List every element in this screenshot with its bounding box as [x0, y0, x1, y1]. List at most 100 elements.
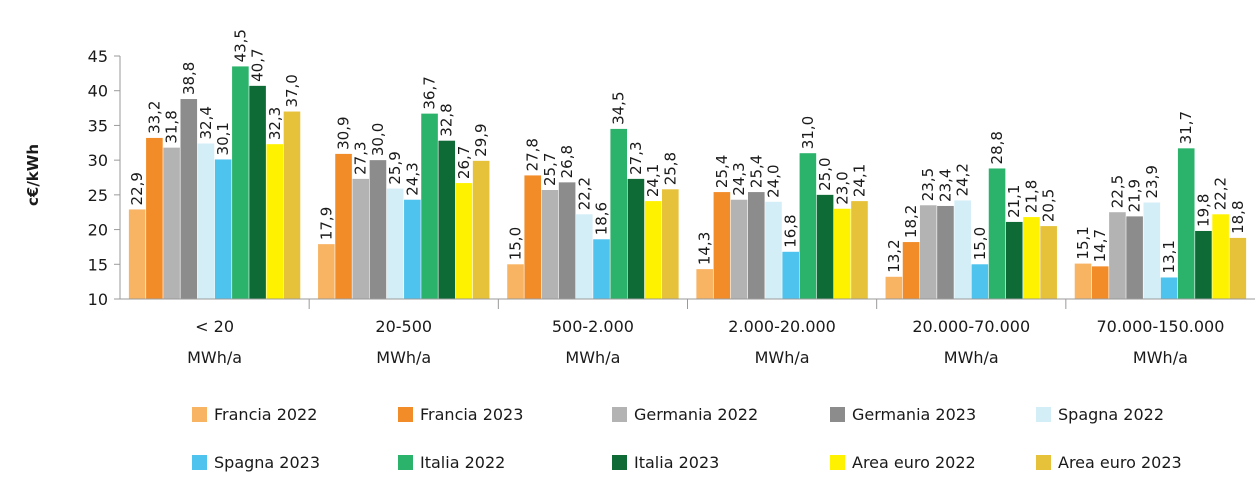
bar	[782, 251, 799, 299]
bar	[610, 128, 628, 299]
bar	[1212, 214, 1229, 299]
bar	[799, 153, 817, 299]
bar	[146, 137, 163, 299]
legend-swatch	[830, 407, 845, 422]
data-label: 24,2	[954, 163, 972, 196]
chart-bars	[128, 66, 1247, 300]
bar	[662, 189, 679, 299]
data-label: 26,7	[455, 146, 473, 179]
legend-swatch	[398, 407, 413, 422]
data-label: 32,8	[438, 103, 456, 136]
data-label: 25,4	[713, 155, 731, 188]
data-label: 13,2	[885, 239, 903, 272]
data-label: 24,0	[764, 164, 782, 197]
legend-label: Germania 2023	[852, 405, 976, 424]
data-label: 32,4	[197, 106, 215, 139]
data-label: 33,2	[145, 101, 163, 134]
data-label: 31,7	[1177, 111, 1195, 144]
data-label: 24,1	[644, 164, 662, 197]
data-label: 18,6	[593, 202, 611, 235]
bar	[1195, 230, 1212, 299]
x-category-label: 500-2.000	[552, 317, 634, 336]
legend-label: Spagna 2023	[214, 453, 320, 472]
data-label: 25,0	[816, 157, 834, 190]
x-category-label: 20-500	[375, 317, 432, 336]
legend-swatch	[612, 455, 627, 470]
legend-label: Area euro 2022	[852, 453, 976, 472]
bar	[833, 208, 851, 299]
y-tick-label: 25	[88, 186, 108, 205]
bar	[180, 99, 198, 299]
data-label: 36,7	[421, 76, 439, 109]
y-axis-title: c€/kWh	[24, 144, 42, 206]
x-category-unit-label: MWh/a	[565, 348, 620, 367]
bar	[386, 188, 404, 299]
x-category-label: 2.000-20.000	[728, 317, 836, 336]
data-label: 21,8	[1022, 180, 1040, 213]
x-category-unit-label: MWh/a	[376, 348, 431, 367]
bar	[541, 189, 559, 299]
x-category-unit-label: MWh/a	[187, 348, 242, 367]
data-label: 15,0	[971, 227, 989, 260]
data-label: 18,2	[902, 205, 920, 238]
data-label: 24,1	[850, 164, 868, 197]
data-label: 31,8	[163, 110, 181, 143]
legend-swatch	[192, 407, 207, 422]
data-label: 30,9	[335, 116, 353, 149]
x-category-label: 20.000-70.000	[912, 317, 1030, 336]
data-label: 22,5	[1108, 175, 1126, 208]
y-tick-label: 45	[88, 47, 108, 66]
legend-swatch	[1036, 407, 1051, 422]
bar	[1229, 237, 1247, 299]
x-category-unit-label: MWh/a	[755, 348, 810, 367]
bar	[1160, 277, 1178, 299]
bar	[283, 111, 301, 300]
data-label: 22,2	[575, 177, 593, 210]
data-label: 15,1	[1074, 226, 1092, 259]
bar	[249, 85, 266, 300]
data-label: 23,4	[936, 169, 954, 202]
bar	[1023, 217, 1040, 299]
bar	[902, 242, 920, 299]
data-label: 13,1	[1160, 240, 1178, 273]
bar	[1177, 148, 1195, 299]
bar	[937, 205, 954, 299]
chart-legend: Francia 2022 Francia 2023 Germania 2022 Ger…	[192, 405, 1182, 472]
data-label: 27,3	[627, 141, 645, 174]
bar	[919, 205, 937, 299]
bar	[1040, 226, 1057, 299]
data-label: 17,9	[317, 207, 335, 240]
data-label: 14,3	[696, 232, 714, 265]
data-label: 14,7	[1091, 229, 1109, 262]
data-label: 26,8	[558, 145, 576, 178]
y-tick-label: 20	[88, 221, 108, 240]
bar	[524, 175, 542, 299]
x-category-label: 70.000-150.000	[1096, 317, 1224, 336]
y-tick-label: 10	[88, 290, 108, 309]
data-label: 24,3	[730, 162, 748, 195]
data-label: 40,7	[249, 48, 267, 81]
data-label: 22,9	[128, 172, 146, 205]
legend-label: Francia 2022	[214, 405, 317, 424]
legend-label: Area euro 2023	[1058, 453, 1182, 472]
x-category-unit-label: MWh/a	[1133, 348, 1188, 367]
data-label: 25,7	[541, 153, 559, 186]
bar	[1005, 221, 1023, 299]
y-tick-label: 35	[88, 116, 108, 135]
data-label: 34,5	[610, 91, 628, 124]
bar	[369, 160, 387, 299]
bar	[197, 143, 215, 299]
bar	[335, 153, 352, 299]
bar	[421, 113, 438, 299]
data-label: 37,0	[283, 74, 301, 107]
data-label: 21,1	[1005, 185, 1023, 218]
data-label: 32,3	[266, 107, 284, 140]
bar	[472, 160, 490, 299]
legend-label: Italia 2023	[634, 453, 719, 472]
data-label: 18,8	[1229, 200, 1247, 233]
data-label: 38,8	[180, 62, 198, 95]
x-category-label: < 20	[195, 317, 234, 336]
bar	[954, 200, 971, 299]
bar	[627, 178, 645, 299]
